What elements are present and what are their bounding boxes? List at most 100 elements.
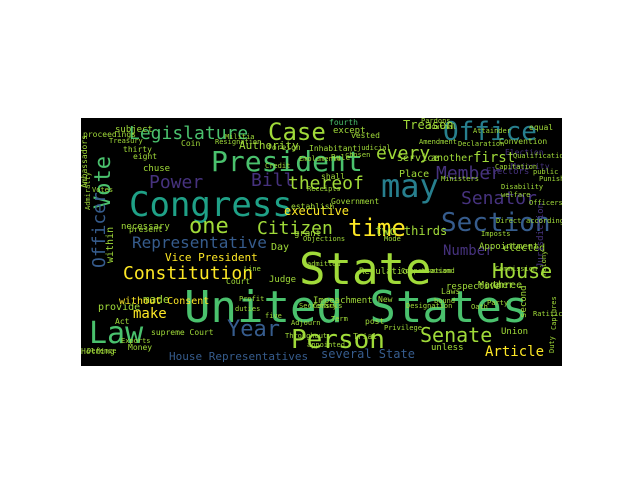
- word-capitation: Capitation: [495, 163, 538, 171]
- word-duty: Duty: [548, 336, 556, 353]
- word-three: three: [492, 280, 523, 291]
- word-another: another: [431, 153, 474, 164]
- word-establish: establish: [291, 202, 335, 211]
- word-second: second: [519, 285, 529, 318]
- word-majority: Majority: [511, 162, 550, 171]
- word-manner: Manner: [478, 280, 515, 291]
- word-ministers: Ministers: [441, 175, 479, 183]
- word-pardons: Pardons: [421, 118, 451, 125]
- word-state: State: [299, 244, 432, 295]
- word-commission: Commission: [495, 265, 538, 273]
- word-convention: Convention: [499, 137, 548, 146]
- word-welfare: welfare: [501, 191, 531, 199]
- word-day: Day: [271, 242, 290, 253]
- word-secretary: Secretary: [299, 302, 337, 310]
- word-adjourn: Adjourn: [291, 319, 321, 327]
- word-thousand: thousand: [421, 267, 455, 275]
- word-trial: Trial: [353, 332, 378, 341]
- word-proceedings: proceedings: [83, 130, 136, 139]
- word-amendment: Amendment: [419, 138, 457, 146]
- word-several-state: several State: [321, 347, 415, 361]
- word-subject: subject: [115, 125, 153, 135]
- word-judicial: judicial: [357, 144, 391, 152]
- word-two-thirds: two thirds: [375, 224, 448, 238]
- word-qualification: Qualification: [513, 152, 562, 160]
- word-direct: Direct: [496, 217, 522, 225]
- word-five: five: [265, 312, 282, 320]
- word-attainder: Attainder: [473, 127, 511, 135]
- word-imposts: Imposts: [481, 230, 511, 238]
- word-treasury: Treasury: [109, 137, 143, 145]
- word-equal: equal: [529, 123, 554, 132]
- word-vested: vested: [351, 131, 380, 140]
- word-shall: shall: [321, 172, 346, 181]
- word-service: Service: [397, 153, 440, 164]
- word-militia: Militia: [225, 133, 255, 141]
- word-ratification: Ratification: [533, 310, 562, 318]
- word-mode: Mode: [384, 235, 401, 243]
- word-place: Place: [399, 169, 430, 180]
- word-citizen: Citizen: [257, 218, 333, 239]
- word-public: public: [533, 168, 559, 176]
- word-united-states: United States: [184, 282, 529, 333]
- word-treason: Treason: [403, 118, 454, 132]
- word-may: may: [381, 167, 439, 205]
- word-throughout: Throughout: [285, 332, 328, 340]
- word-defence: Defence: [87, 347, 117, 355]
- word-laws: Laws: [441, 287, 461, 296]
- word-votes: Votes: [92, 186, 114, 194]
- word-president: President: [211, 145, 363, 178]
- word-chuse: chuse: [143, 164, 171, 174]
- word-profit: Profit: [239, 295, 265, 303]
- word-coin: Coin: [181, 139, 201, 148]
- word-provide: provide: [98, 302, 141, 313]
- word-within: within: [105, 226, 116, 263]
- word-authority: Authority: [239, 139, 299, 152]
- word-cloud: State United States Law Congress President ma…: [81, 118, 562, 366]
- word-member: Member: [436, 163, 502, 184]
- word-one: one: [189, 214, 229, 239]
- word-bill: Bill: [251, 170, 295, 191]
- word-bound: bound: [434, 297, 456, 305]
- word-impeachment: Impeachment: [313, 296, 373, 306]
- word-regulation: Regulation: [359, 267, 414, 277]
- word-present: present: [129, 225, 163, 234]
- word-emoluments: Emoluments: [299, 155, 342, 163]
- word-act: Act: [115, 317, 130, 326]
- word-thereof: thereof: [288, 173, 364, 194]
- word-union: Union: [501, 327, 529, 337]
- word-without-consent: without Consent: [119, 296, 210, 307]
- word-money: Money: [128, 343, 153, 352]
- word-privilege: Privilege: [384, 324, 422, 332]
- word-make: make: [133, 306, 167, 322]
- word-judge: Judge: [269, 275, 297, 285]
- word-elected: elected: [503, 243, 546, 254]
- word-according: according: [526, 217, 562, 225]
- word-year: Year: [227, 317, 280, 342]
- word-duties: duties: [235, 305, 261, 313]
- word-electors: Electors: [486, 167, 530, 177]
- word-chosen: chosen: [345, 151, 371, 159]
- word-admiralty: Admiralty: [84, 172, 92, 210]
- word-grant: grant: [294, 229, 322, 239]
- word-party: Party: [487, 299, 509, 307]
- word-line: Line: [244, 265, 261, 273]
- word-number: Number: [443, 243, 494, 259]
- word-journal: Journal: [427, 123, 457, 131]
- word-term: Term: [331, 315, 348, 323]
- word-person: Person: [291, 325, 385, 355]
- word-house: House: [492, 259, 553, 283]
- word-election: Election: [505, 148, 544, 157]
- word-fourth: fourth: [329, 118, 358, 127]
- word-executive: executive: [284, 204, 350, 218]
- word-disability: Disability: [501, 183, 544, 191]
- word-representative: Representative: [132, 233, 267, 252]
- word-exports: Exports: [121, 337, 151, 345]
- word-admitted: admitted: [307, 260, 341, 268]
- word-consuls: Consuls: [313, 302, 343, 310]
- word-new: New: [378, 295, 393, 304]
- word-power: Power: [149, 172, 204, 193]
- word-article: Article: [485, 344, 545, 360]
- word-holding: Holding: [81, 347, 115, 356]
- word-legislature: Legislature: [129, 123, 249, 144]
